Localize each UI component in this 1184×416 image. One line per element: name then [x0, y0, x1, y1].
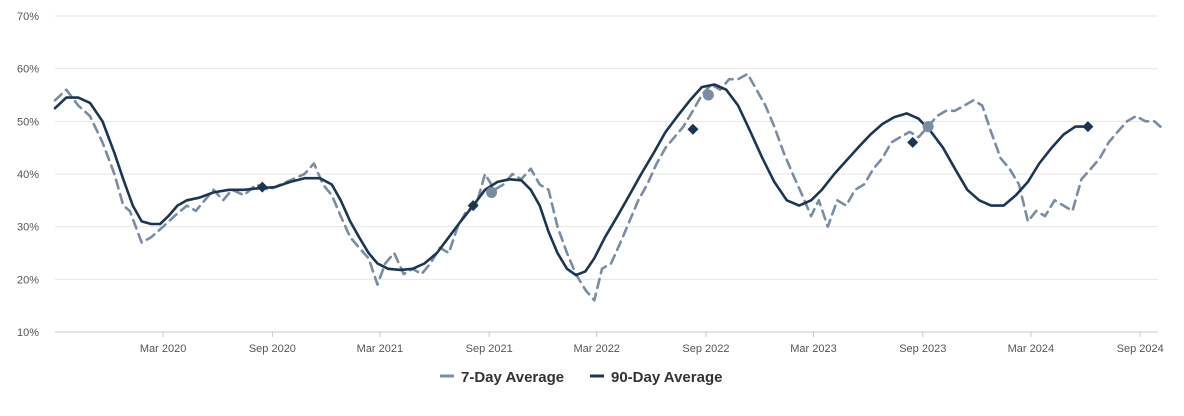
y-tick-label: 70%	[17, 11, 39, 23]
x-tick-label: Sep 2021	[466, 343, 513, 355]
x-tick-label: Mar 2024	[1008, 343, 1054, 355]
data-point-marker[interactable]	[687, 123, 699, 135]
y-tick-label: 50%	[17, 116, 39, 128]
legend-label: 90-Day Average	[611, 369, 722, 386]
x-tick-label: Sep 2020	[249, 343, 296, 355]
x-tick-label: Mar 2020	[140, 343, 186, 355]
data-point-marker[interactable]	[486, 186, 498, 198]
series-line	[53, 72, 1162, 302]
y-tick-label: 20%	[17, 274, 39, 286]
series-markers	[486, 89, 934, 198]
series-90-day-average	[53, 83, 1090, 277]
y-tick-label: 60%	[17, 64, 39, 76]
y-tick-label: 30%	[17, 222, 39, 234]
data-point-marker[interactable]	[907, 136, 919, 148]
legend-item[interactable]: 90-Day Average	[590, 369, 722, 386]
series-markers	[256, 121, 1094, 212]
legend-item[interactable]: 7-Day Average	[440, 369, 564, 386]
x-tick-label: Mar 2022	[573, 343, 619, 355]
data-point-marker[interactable]	[467, 200, 479, 212]
x-tick-label: Mar 2023	[790, 343, 836, 355]
y-tick-label: 10%	[17, 327, 39, 339]
series-line	[53, 83, 1090, 277]
series-7-day-average	[53, 72, 1162, 302]
x-tick-label: Mar 2021	[357, 343, 403, 355]
y-gridlines	[55, 15, 1158, 333]
y-axis-ticks: 10% 20% 30% 40% 50% 60% 70%	[17, 11, 39, 339]
data-point-marker[interactable]	[256, 181, 268, 193]
data-point-marker[interactable]	[702, 89, 714, 101]
legend-label: 7-Day Average	[461, 369, 564, 386]
data-point-marker[interactable]	[1082, 121, 1094, 133]
x-tick-label: Sep 2022	[682, 343, 729, 355]
x-axis-ticks: Mar 2020 Sep 2020 Mar 2021 Sep 2021 Mar 2022…	[140, 332, 1164, 355]
x-tick-label: Sep 2023	[899, 343, 946, 355]
chart-legend: 7-Day Average 90-Day Average	[440, 369, 722, 386]
x-tick-label: Sep 2024	[1117, 343, 1164, 355]
y-tick-label: 40%	[17, 169, 39, 181]
data-point-marker[interactable]	[922, 121, 934, 133]
